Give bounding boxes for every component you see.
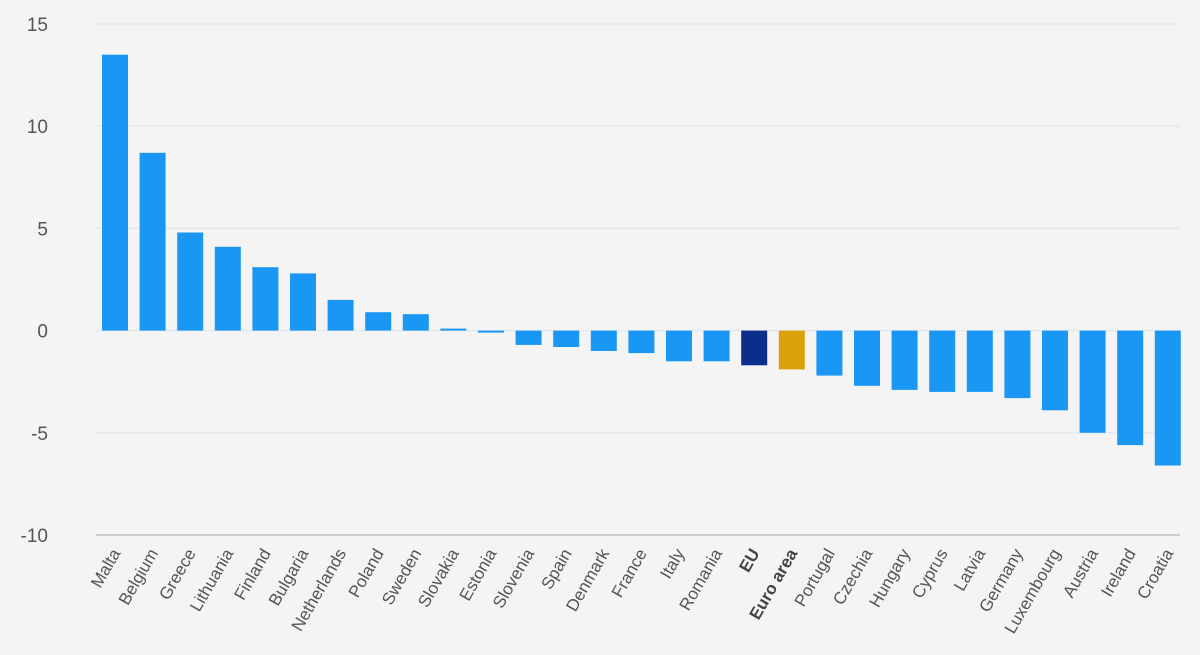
bar-portugal xyxy=(816,330,843,376)
bar-netherlands xyxy=(327,299,354,331)
bar-estonia xyxy=(478,330,504,333)
y-tick-label: 0 xyxy=(37,322,48,343)
bar-belgium xyxy=(139,152,166,331)
bar-bulgaria xyxy=(290,273,316,331)
bar-czechia xyxy=(854,330,880,386)
x-tick-label-latvia: Latvia xyxy=(950,545,989,594)
bar-hungary xyxy=(891,330,918,390)
bar-ireland xyxy=(1117,330,1144,446)
y-axis-ticks: 15 10 5 0 -5 -10 xyxy=(21,15,48,547)
x-tick-label-italy: Italy xyxy=(656,545,688,582)
bar-cyprus xyxy=(929,330,956,392)
x-tick-label-malta: Malta xyxy=(87,545,125,591)
x-tick-label-austria: Austria xyxy=(1059,545,1102,601)
y-tick-label: 5 xyxy=(37,219,48,240)
bars xyxy=(102,54,1181,466)
bar-sweden xyxy=(402,314,429,331)
bar-greece xyxy=(177,232,204,331)
bar-italy xyxy=(666,330,692,362)
bar-spain xyxy=(553,330,580,347)
bar-lithuania xyxy=(214,246,241,331)
x-tick-label-france: France xyxy=(608,546,651,601)
bar-slovakia xyxy=(440,328,467,331)
x-tick-label-eu: EU xyxy=(735,546,763,576)
y-tick-label: -5 xyxy=(31,424,48,445)
y-tick-label: 10 xyxy=(27,117,48,138)
bar-austria xyxy=(1079,330,1106,433)
bar-france xyxy=(628,330,655,354)
bar-germany xyxy=(1004,330,1031,399)
bar-slovenia xyxy=(515,330,542,345)
bar-eu xyxy=(741,330,768,366)
bar-denmark xyxy=(590,330,617,351)
x-tick-label-croatia: Croatia xyxy=(1133,545,1177,602)
y-tick-label: 15 xyxy=(27,15,48,36)
bar-euro-area xyxy=(778,330,805,370)
x-tick-label-spain: Spain xyxy=(537,546,575,593)
bar-poland xyxy=(365,312,392,331)
bar-luxembourg xyxy=(1042,330,1068,411)
bar-finland xyxy=(252,267,279,331)
bar-latvia xyxy=(966,330,993,392)
bar-malta xyxy=(102,54,128,331)
x-axis-ticks: MaltaBelgiumGreeceLithuaniaFinlandBulgar… xyxy=(87,545,1177,637)
y-tick-label: -10 xyxy=(21,526,48,547)
bar-romania xyxy=(703,330,730,362)
bar-croatia xyxy=(1154,330,1181,466)
x-tick-label-cyprus: Cyprus xyxy=(908,546,951,602)
